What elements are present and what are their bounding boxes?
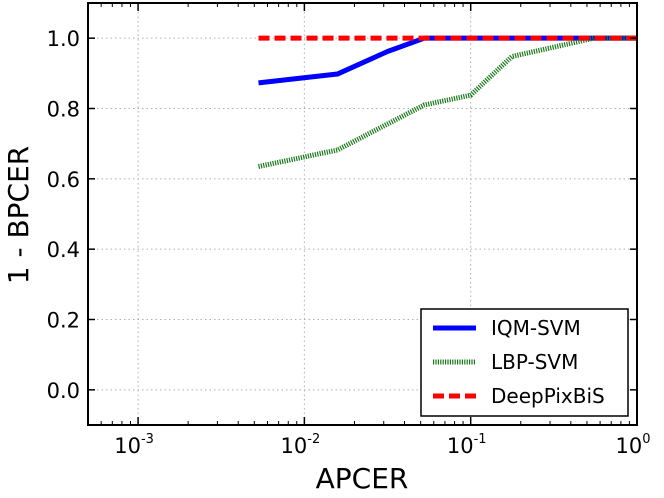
x-axis-label: APCER xyxy=(316,462,409,495)
ticks: 0.00.20.40.60.81.010-3 10-2 10-1 100 xyxy=(47,3,651,458)
x-tick-exponent: -3 xyxy=(141,432,154,447)
x-tick-exponent: 0 xyxy=(642,432,650,447)
x-tick-exponent: -1 xyxy=(474,432,487,447)
plot-frame xyxy=(87,2,638,426)
x-tick-label: 10-1 xyxy=(447,432,487,458)
x-tick-exponent: -2 xyxy=(307,432,320,447)
y-tick-label: 0.8 xyxy=(47,98,80,122)
x-tick-base: 10 xyxy=(281,434,308,458)
series-layer xyxy=(258,35,637,169)
y-tick-label: 0.6 xyxy=(47,168,80,192)
series-line-iqm-svm xyxy=(258,35,637,86)
y-tick-label: 0.2 xyxy=(47,309,80,333)
x-tick-label: 10-3 xyxy=(114,432,154,458)
series-line-lbp-svm xyxy=(258,35,637,169)
y-tick-label: 0.0 xyxy=(47,379,80,403)
y-axis-label: 1 - BPCER xyxy=(2,146,35,285)
x-tick-label: 10-2 xyxy=(281,432,321,458)
x-tick-base: 10 xyxy=(114,434,141,458)
legend-label-iqm-svm: IQM-SVM xyxy=(491,316,581,340)
legend: IQM-SVM LBP-SVM DeepPixBiS xyxy=(420,308,629,417)
x-tick-label: 100 xyxy=(615,432,650,458)
y-tick-label: 0.4 xyxy=(47,238,80,262)
x-tick-base: 10 xyxy=(615,434,642,458)
legend-label-deeppixbis: DeepPixBiS xyxy=(491,384,605,408)
legend-label-lbp-svm: LBP-SVM xyxy=(491,350,578,374)
y-tick-label: 1.0 xyxy=(47,27,80,51)
x-tick-base: 10 xyxy=(447,434,474,458)
